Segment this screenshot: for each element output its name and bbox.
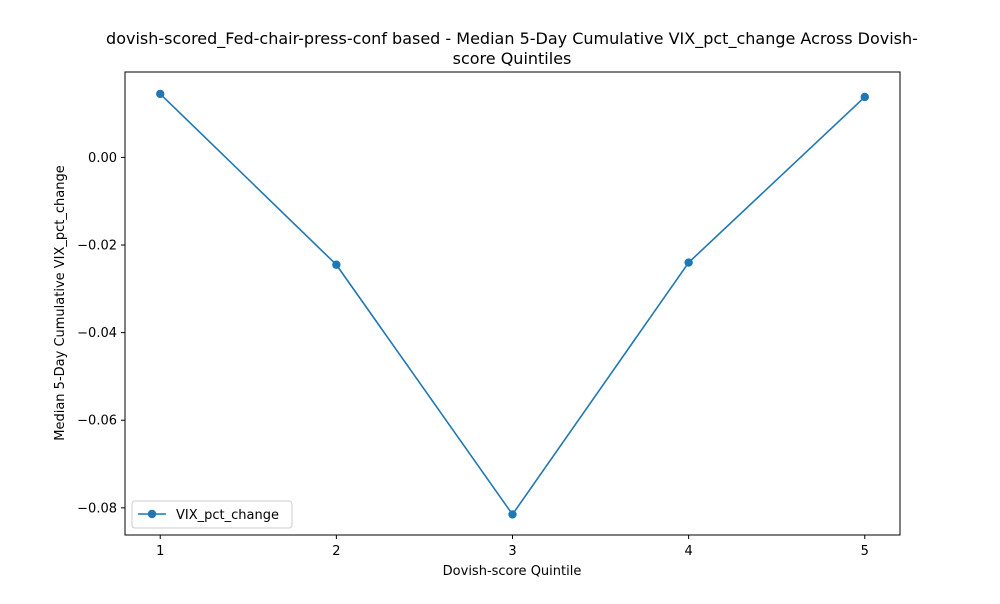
- chart-title-line2: score Quintiles: [453, 49, 572, 68]
- data-point: [332, 260, 341, 269]
- legend-label: VIX_pct_change: [176, 508, 279, 523]
- data-point: [860, 92, 869, 102]
- chart-title-line1: dovish-scored_Fed-chair-press-conf based…: [106, 29, 918, 49]
- x-tick-label: 5: [861, 544, 869, 559]
- y-tick-label: −0.06: [77, 414, 117, 429]
- y-tick-label: −0.02: [77, 239, 117, 254]
- x-tick-label: 3: [508, 544, 516, 559]
- y-tick-label: −0.08: [77, 501, 117, 516]
- legend-box: [131, 500, 293, 529]
- data-point: [684, 258, 693, 267]
- x-axis-label: Dovish-score Quintile: [443, 564, 582, 579]
- x-tick-label: 1: [156, 544, 164, 559]
- x-tick-label: 2: [332, 544, 340, 559]
- legend-marker: [147, 509, 157, 519]
- plot-area: 1 2 3 4 5 0.00 −0.02 −0.04 −0.06 −0.08 VIX_pct_cha…: [77, 71, 901, 559]
- y-tick-label: 0.00: [88, 151, 117, 166]
- y-tick-label: −0.04: [77, 326, 117, 341]
- y-axis-label: Median 5-Day Cumulative VIX_pct_change: [53, 165, 68, 440]
- data-point: [156, 89, 165, 99]
- legend: VIX_pct_change: [131, 500, 293, 529]
- data-point: [508, 510, 517, 519]
- x-tick-label: 4: [684, 544, 692, 559]
